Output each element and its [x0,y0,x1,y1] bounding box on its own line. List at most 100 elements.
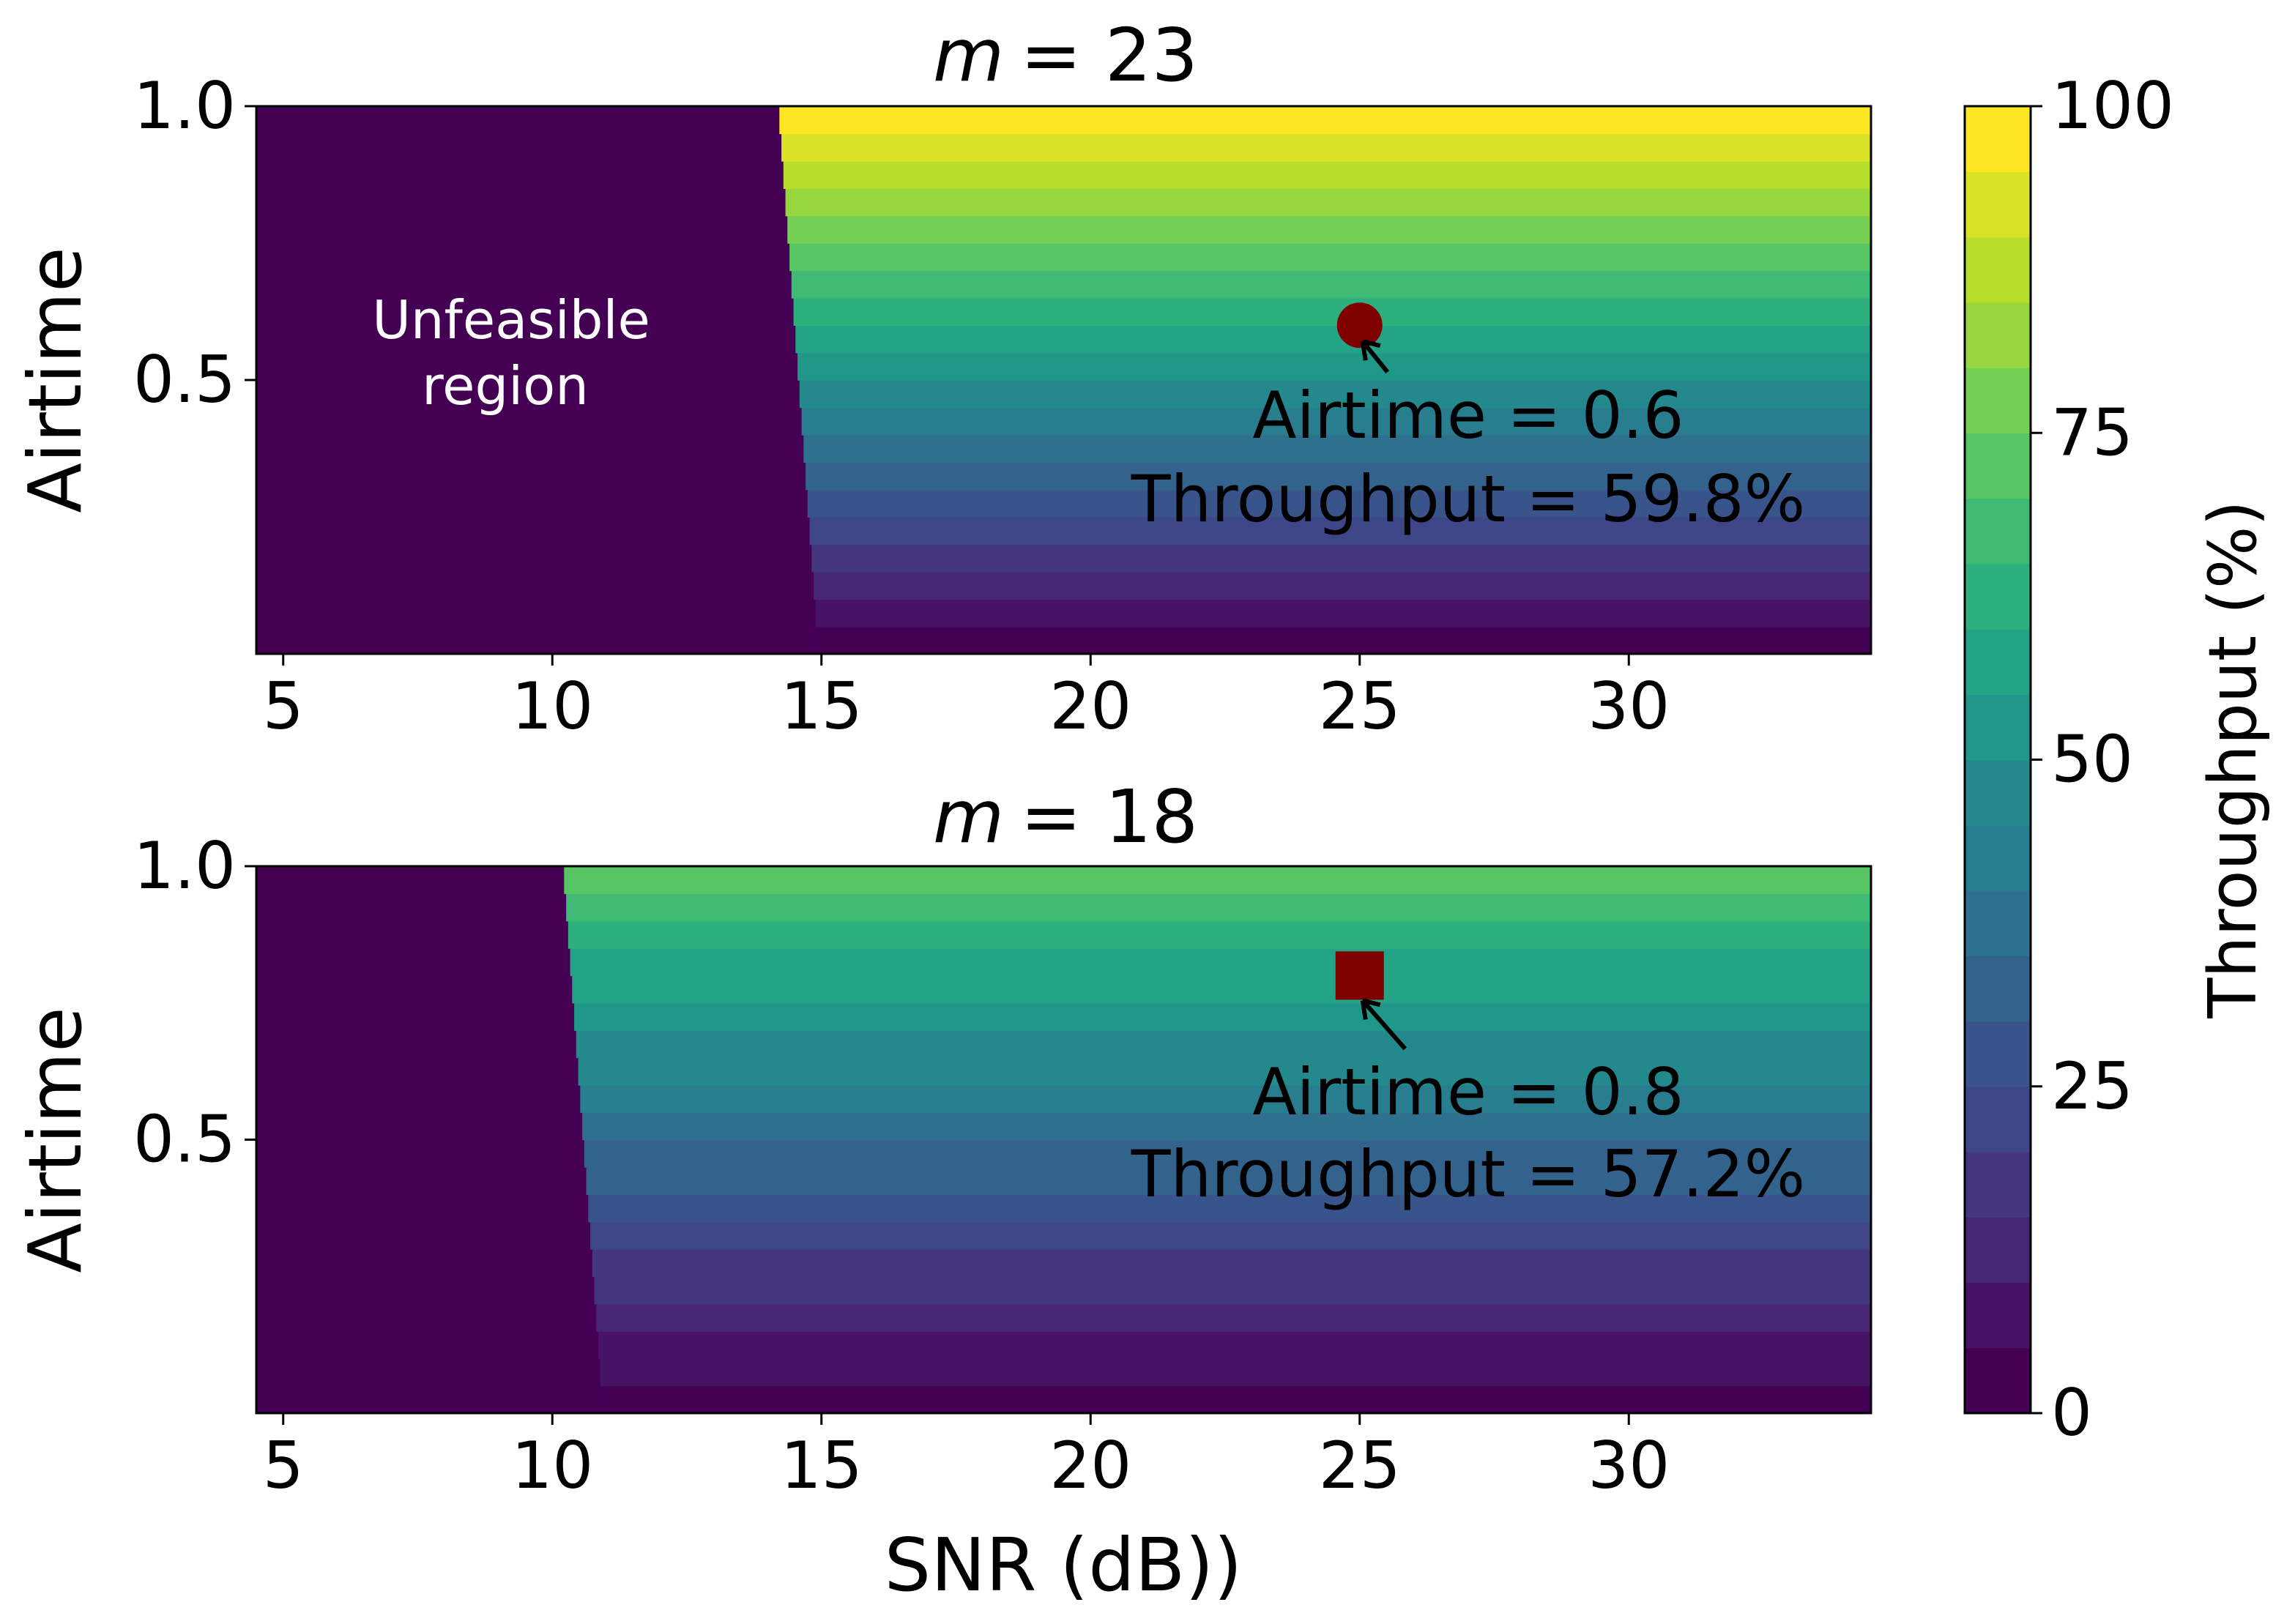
bottom-y-ticks: 0.5 1.0 [133,828,256,1177]
colorbar-tick-label: 75 [2051,395,2133,470]
colorbar-band [1965,694,2031,761]
top-panel-title-value: = 23 [1020,12,1198,98]
contour-band [584,1139,1871,1168]
colorbar-tick-label: 0 [2051,1375,2092,1450]
top-heatmap [256,106,1871,655]
colorbar-band [1965,171,2031,238]
contour-band [799,380,1871,409]
x-tick-label: 15 [781,1428,863,1503]
bottom-panel: m = 18 5 10 15 20 25 30 0.5 1.0 Airtime Airtime… [12,774,1872,1608]
contour-band [576,1030,1871,1059]
x-tick-label: 10 [511,1428,593,1503]
contour-band [795,325,1871,354]
contour-band [594,1276,1871,1305]
x-tick-label: 5 [263,1428,304,1503]
contour-band [815,599,1871,627]
colorbar-tick-label: 50 [2051,722,2133,797]
y-tick-label: 0.5 [133,342,236,417]
colorbar-band [1965,1021,2031,1087]
contour-band [814,571,1871,600]
contour-band [783,160,1871,189]
contour-band [803,434,1871,463]
colorbar-band [1965,236,2031,303]
contour-band [564,866,1871,895]
contour-band [806,462,1871,491]
contour-band [588,1194,1871,1223]
bottom-annotation-throughput: Throughput = 57.2% [1131,1136,1805,1212]
top-panel-title-var: m [933,12,1004,98]
colorbar-tick-label: 100 [2051,68,2174,144]
contour-band [787,215,1871,244]
contour-band [580,1084,1871,1113]
bottom-optimal-point-marker [1335,951,1384,1000]
contour-band [586,1166,1871,1195]
colorbar-band [1965,302,2031,368]
contour-band [791,270,1871,299]
unfeasible-region-label-line2: region [422,355,589,417]
colorbar-band [1965,1152,2031,1218]
contour-band [570,948,1871,977]
top-y-ticks: 0.5 1.0 [133,68,256,417]
contour-band [809,517,1871,545]
x-tick-label: 20 [1049,1428,1131,1503]
top-y-axis-label: Airtime [12,247,98,513]
bottom-panel-title-var: m [933,774,1004,860]
contour-band [582,1112,1871,1141]
x-tick-label: 30 [1588,1428,1670,1503]
bottom-panel-title-value: = 18 [1020,774,1198,860]
x-tick-label: 5 [263,668,304,744]
x-tick-label: 10 [511,668,593,744]
bottom-panel-title: m = 18 [933,774,1198,860]
bottom-heatmap [256,866,1871,1414]
x-axis-label: SNR (dB)) [885,1522,1243,1608]
colorbar-band [1965,1086,2031,1152]
colorbar: 0 25 50 75 100 Throughput (%) [1963,68,2272,1450]
colorbar-band [1965,1282,2031,1349]
colorbar-band [1965,956,2031,1022]
contour-band [600,1358,1871,1387]
colorbar-bands [1965,106,2031,1414]
contour-band [801,407,1871,436]
top-annotation-throughput: Throughput = 59.8% [1131,461,1805,537]
contour-band [572,975,1871,1004]
top-panel-title: m = 23 [933,12,1198,98]
bottom-y-axis-label: Airtime [12,1007,98,1273]
contour-band [811,544,1871,573]
contour-band [578,1057,1871,1086]
bottom-annotation-arrow [1360,998,1407,1051]
bottom-annotation-airtime: Airtime = 0.8 [1252,1054,1684,1130]
contour-band [574,1002,1871,1031]
contour-band [590,1221,1871,1250]
colorbar-tick-label: 25 [2051,1048,2133,1124]
contour-band [789,243,1871,272]
y-tick-label: 1.0 [133,828,236,904]
contour-band [807,489,1871,518]
top-x-ticks: 5 10 15 20 25 30 [263,654,1670,744]
colorbar-label: Throughput (%) [2195,500,2272,1018]
y-tick-label: 1.0 [133,68,236,144]
colorbar-band [1965,1347,2031,1414]
colorbar-band [1965,368,2031,433]
contour-band [817,626,1871,655]
colorbar-band [1965,433,2031,499]
contour-band [779,106,1871,135]
x-tick-label: 20 [1049,668,1131,744]
x-tick-label: 25 [1319,1428,1401,1503]
unfeasible-region-label-line1: Unfeasible [372,289,650,351]
contour-band [797,352,1871,381]
top-annotation-arrow [1360,339,1390,374]
contour-band [596,1303,1871,1332]
colorbar-band [1965,106,2031,172]
contour-band [785,188,1871,217]
colorbar-band [1965,890,2031,956]
top-optimal-point-marker [1336,302,1383,349]
colorbar-band [1965,563,2031,630]
contour-band [793,297,1871,326]
contour-band [781,133,1871,162]
colorbar-ticks: 0 25 50 75 100 [2031,68,2174,1450]
top-panel: m = 23 5 10 15 20 25 30 0.5 1.0 Airtime Unfeasi… [12,12,1872,744]
colorbar-band [1965,498,2031,565]
x-tick-label: 15 [781,668,863,744]
contour-band [568,920,1871,949]
